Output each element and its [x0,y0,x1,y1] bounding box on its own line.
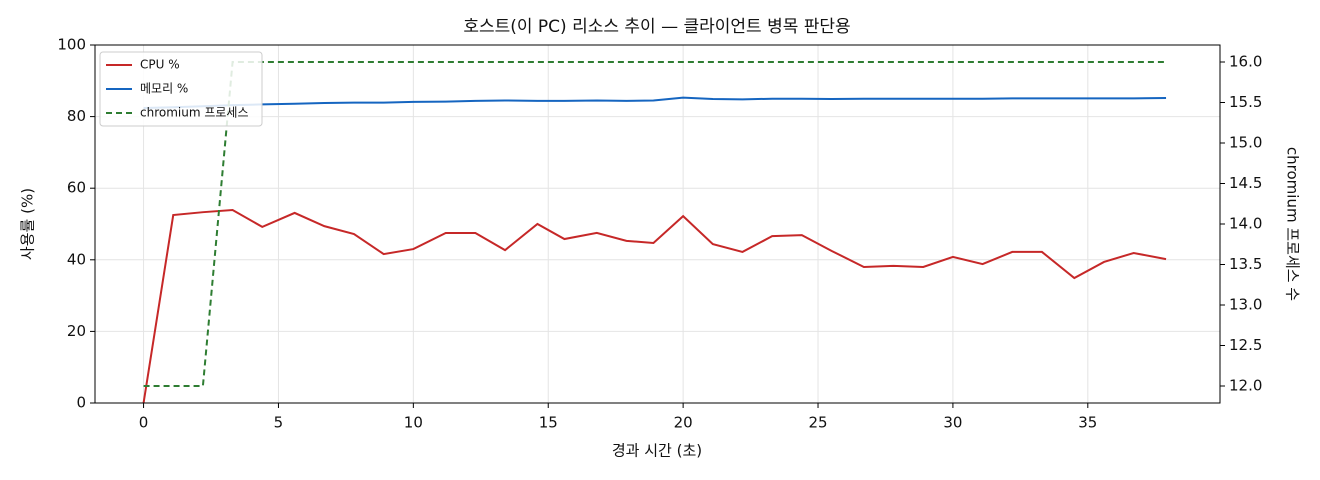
x-tick-label: 10 [404,414,423,432]
x-tick-label: 0 [139,414,149,432]
legend-label: chromium 프로세스 [140,106,249,120]
legend-label: CPU % [140,58,180,72]
y-axis-label: 사용률 (%) [19,188,37,260]
plot-frame [94,44,1221,404]
y-tick-label: 40 [67,250,86,268]
y2-tick-label: 15.0 [1229,134,1262,152]
x-tick-label: 15 [539,414,558,432]
chart-title: 호스트(이 PC) 리소스 추이 — 클라이언트 병목 판단용 [463,17,850,37]
y2-tick-label: 15.5 [1229,93,1262,111]
y-tick-label: 20 [67,322,86,340]
x-tick-label: 20 [674,414,693,432]
legend-label: 메모리 % [140,82,188,96]
series-line [143,96,1167,110]
y2-tick-label: 13.5 [1229,255,1262,273]
x-tick-label: 35 [1078,414,1097,432]
series-line [142,209,1167,404]
y2-tick-label: 13.0 [1229,295,1262,313]
y2-axis-label: chromium 프로세스 수 [1284,147,1302,301]
x-axis-label: 경과 시간 (초) [612,442,702,460]
y2-tick-label: 14.0 [1229,215,1262,233]
y2-tick-label: 14.5 [1229,174,1262,192]
legend-box [99,51,263,127]
y-tick-label: 80 [67,107,86,125]
series-line [143,61,1167,387]
y2-tick-label: 12.5 [1229,336,1262,354]
y-tick-label: 100 [57,36,86,54]
y2-tick-label: 16.0 [1229,53,1262,71]
y-tick-label: 60 [67,179,86,197]
y2-tick-label: 12.0 [1229,376,1262,394]
y-tick-label: 0 [76,394,86,412]
x-tick-label: 25 [808,414,827,432]
x-tick-label: 5 [274,414,284,432]
x-tick-label: 30 [943,414,962,432]
